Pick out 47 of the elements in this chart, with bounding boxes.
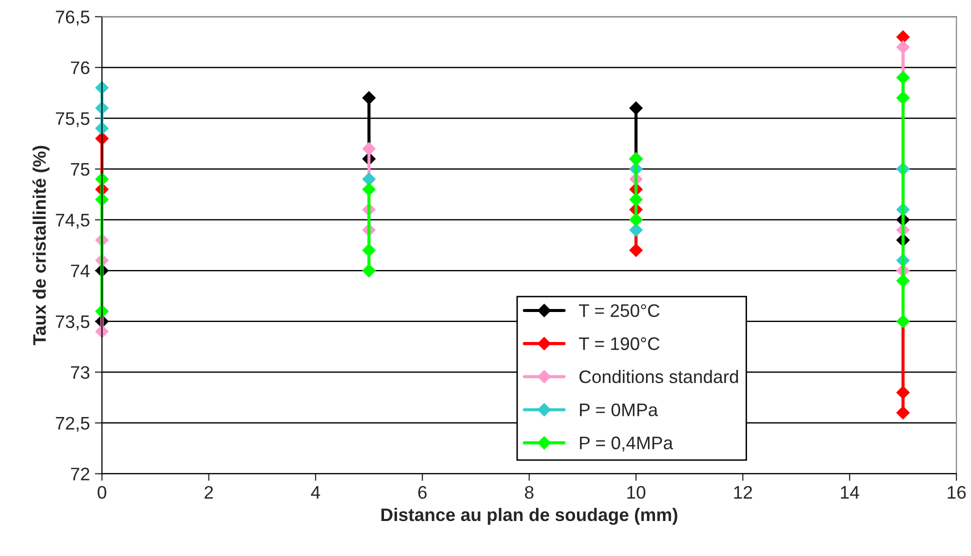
point xyxy=(896,30,910,44)
point xyxy=(362,91,376,105)
y-axis-title: Taux de cristallinité (%) xyxy=(32,146,50,346)
y-tick-label: 75,5 xyxy=(56,112,90,128)
point xyxy=(896,91,910,105)
point xyxy=(896,314,910,328)
y-tick-label: 76 xyxy=(70,61,90,74)
x-tick-label: 6 xyxy=(418,486,427,499)
legend-label: P = 0,4MPa xyxy=(580,436,674,452)
point xyxy=(95,304,109,318)
point xyxy=(629,192,643,206)
point xyxy=(629,223,643,237)
point xyxy=(896,40,910,54)
legend-label: T = 250°C xyxy=(578,304,660,317)
point xyxy=(95,81,109,94)
x-tick-label: 10 xyxy=(627,486,646,499)
x-tick-label: 2 xyxy=(204,486,213,499)
x-tick-label: 16 xyxy=(948,486,966,499)
x-tick-label: 4 xyxy=(310,486,320,499)
y-tick-label: 72 xyxy=(70,468,90,480)
point xyxy=(95,172,109,186)
x-tick-label: 14 xyxy=(840,486,860,499)
x-tick-label: 12 xyxy=(734,486,752,499)
y-tick-label: 73 xyxy=(70,366,90,379)
legend-label: Conditions standard xyxy=(579,370,738,384)
point xyxy=(362,182,376,196)
point xyxy=(896,274,910,288)
point xyxy=(362,244,376,257)
y-tick-label: 74 xyxy=(70,264,90,278)
point xyxy=(896,386,910,400)
x-tick-label: 0 xyxy=(98,486,106,499)
y-tick-label: 76,5 xyxy=(56,10,90,26)
point xyxy=(362,172,376,186)
legend-label: P = 0MPa xyxy=(580,403,658,416)
point xyxy=(629,244,643,257)
y-tick-label: 75 xyxy=(70,163,90,176)
y-tick-label: 73,5 xyxy=(56,315,90,330)
point xyxy=(362,142,376,156)
legend-label: T = 190°C xyxy=(578,337,660,350)
point xyxy=(629,102,643,115)
x-tick-label: 8 xyxy=(524,486,534,499)
y-tick-label: 72,5 xyxy=(56,416,90,432)
point xyxy=(896,71,910,84)
point xyxy=(896,406,910,420)
point xyxy=(629,213,643,226)
x-axis-title: Distance au plan de soudage (mm) xyxy=(381,508,678,525)
y-tick-label: 74,5 xyxy=(56,214,90,229)
